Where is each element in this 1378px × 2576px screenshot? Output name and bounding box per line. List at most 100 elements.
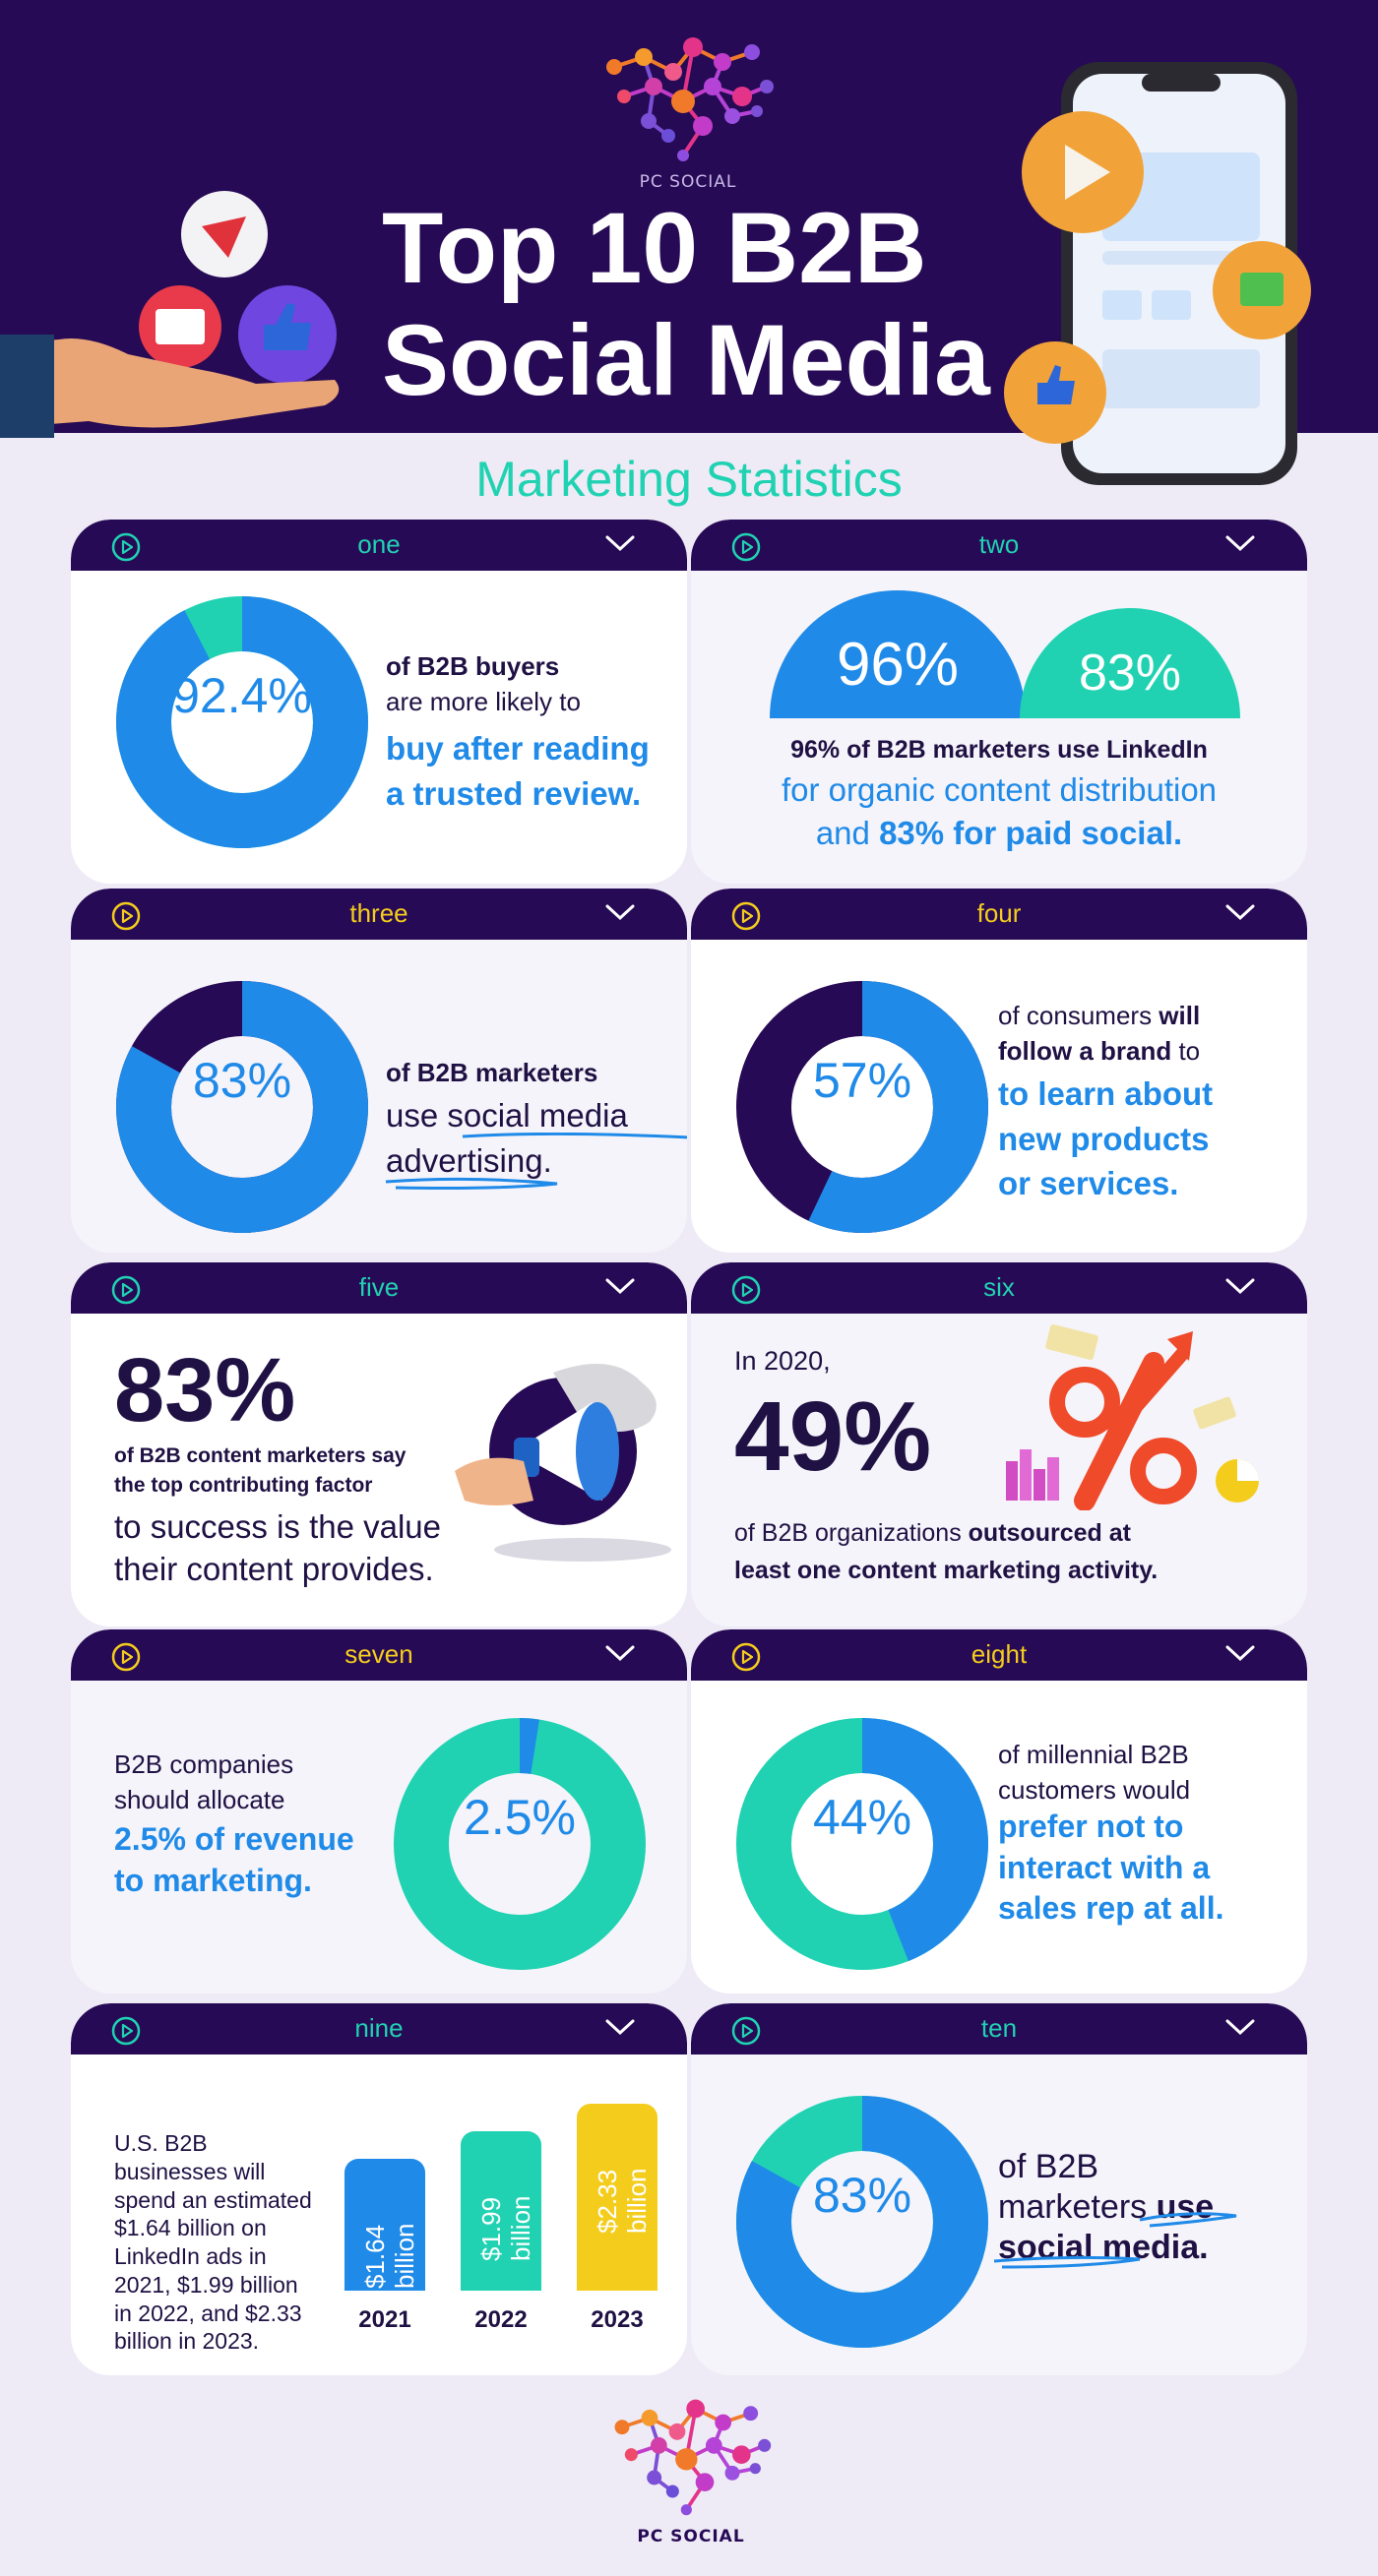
chevron-down-icon[interactable]: [604, 902, 636, 922]
bar-value-label: $2.33 billion: [593, 2168, 652, 2235]
card-label: eight: [971, 1639, 1028, 1669]
donut-value-label: 57%: [812, 1053, 912, 1108]
stat-card-four: four 57% of consumers will follow a bran…: [691, 889, 1307, 1253]
bar-category-label: 2022: [474, 2306, 528, 2333]
semicircle-value-a: 96%: [836, 631, 960, 699]
stat-text-line: for organic content distribution: [781, 771, 1218, 808]
stat-text-line: marketers use: [998, 2187, 1214, 2228]
stat-text-line: 96% of B2B marketers use LinkedIn: [790, 736, 1208, 764]
stat-text-line: their content provides.: [114, 1550, 434, 1587]
footer-brand-logo: [602, 2381, 780, 2519]
donut-chart: [736, 981, 988, 1233]
donut-slice-main: [736, 981, 988, 1233]
stat-text-line: of B2B: [998, 2148, 1099, 2185]
stat-text-line: businesses will: [114, 2158, 266, 2184]
card-label: two: [978, 529, 1020, 559]
chevron-down-icon[interactable]: [1224, 533, 1256, 553]
card-label: nine: [354, 2013, 404, 2043]
stat-text-line: should allocate: [114, 1784, 285, 1814]
stat-text-part: to: [1171, 1036, 1201, 1066]
donut-chart: [736, 2096, 988, 2348]
stat-text-line: of B2B content marketers say: [114, 1444, 407, 1467]
stat-text-line: of B2B buyers: [386, 651, 560, 681]
bar-value-label: $1.64 billion: [360, 2223, 419, 2290]
donut-chart: [116, 596, 368, 848]
stat-highlight-line: to marketing.: [114, 1863, 312, 1899]
title-line-2: Social Media: [382, 304, 990, 416]
brand-name: PC SOCIAL: [639, 172, 737, 192]
chevron-down-icon[interactable]: [604, 1643, 636, 1663]
stat-text-line: are more likely to: [386, 686, 581, 716]
stat-text-line: and 83% for paid social.: [691, 811, 1307, 856]
stat-text-line: to success is the value: [114, 1508, 441, 1545]
card-label: seven: [344, 1639, 413, 1669]
stat-highlight-part: will: [1159, 1001, 1201, 1030]
card-header[interactable]: four: [691, 889, 1307, 940]
hand-illustration: [0, 187, 354, 462]
stat-text-line: customers would: [998, 1774, 1191, 1805]
stat-highlight-part: follow a brand: [998, 1036, 1172, 1066]
stat-card-three: three 83% of B2B marketers use social me…: [71, 889, 687, 1253]
stat-text-line: billion in 2023.: [114, 2328, 260, 2355]
stat-card-six: six In 2020, 49% of B2B organizations ou…: [691, 1262, 1307, 1626]
chevron-down-icon[interactable]: [1224, 1276, 1256, 1296]
bar-category-label: 2021: [358, 2306, 411, 2333]
stat-highlight-line: or services.: [998, 1165, 1179, 1202]
chevron-down-icon[interactable]: [604, 2017, 636, 2037]
stat-text-line: 2021, $1.99 billion: [114, 2271, 298, 2298]
stat-text-line: In 2020,: [734, 1346, 831, 1376]
hand-icon: [0, 191, 340, 438]
stat-highlight-line: to learn about: [998, 1075, 1214, 1112]
semicircle-96: [770, 590, 1026, 718]
card-header[interactable]: six: [691, 1262, 1307, 1314]
stat-card-eight: eight 44% of millennial B2B customers wo…: [691, 1629, 1307, 1993]
underline-decoration: [385, 1133, 687, 1190]
title-line-1: Top 10 B2B: [382, 192, 927, 304]
card-label: five: [358, 1272, 400, 1302]
underline-decoration: [993, 2212, 1237, 2269]
stat-highlight-line: buy after reading: [386, 730, 650, 767]
stat-text-line: advertising.: [386, 1142, 552, 1179]
card-header[interactable]: ten: [691, 2003, 1307, 2055]
percent-growth-icon: [1006, 1323, 1259, 1510]
stat-text-line: of B2B marketers: [386, 1058, 598, 1087]
card-header[interactable]: eight: [691, 1629, 1307, 1681]
megaphone-icon: [455, 1364, 671, 1562]
stat-highlight-line: new products: [998, 1120, 1210, 1157]
stat-text-part: and: [815, 815, 880, 851]
brand-logo: [595, 18, 782, 165]
chevron-down-icon[interactable]: [1224, 2017, 1256, 2037]
chevron-down-icon[interactable]: [1224, 1643, 1256, 1663]
stat-text-line: the top contributing factor: [114, 1474, 373, 1498]
stat-text-part: use: [386, 1097, 448, 1134]
bar-category-label: 2023: [591, 2306, 644, 2333]
stat-card-seven: seven B2B companies should allocate 2.5%…: [71, 1629, 687, 1993]
card-header[interactable]: one: [71, 520, 687, 571]
donut-chart: [116, 981, 368, 1233]
donut-value-label: 44%: [812, 1790, 912, 1845]
donut-slice-main: [116, 981, 368, 1233]
stat-text-part: marketers: [998, 2187, 1157, 2226]
brain-logo-icon: [614, 2399, 772, 2516]
semicircle-83: [1020, 608, 1240, 718]
donut-slice-main: [736, 1718, 988, 1970]
stat-text-line: of consumers will: [998, 999, 1200, 1034]
stat-highlight-part: 83% for paid social.: [879, 815, 1183, 851]
chevron-down-icon[interactable]: [604, 1276, 636, 1296]
card-header[interactable]: three: [71, 889, 687, 940]
footer-brand-name: PC SOCIAL: [637, 2527, 745, 2546]
bar-2023: [577, 2104, 658, 2291]
chevron-down-icon[interactable]: [604, 533, 636, 553]
donut-value-label: 92.4%: [172, 668, 312, 723]
donut-chart: [736, 1718, 988, 1970]
page-subtitle: Marketing Statistics: [475, 452, 903, 507]
card-header[interactable]: five: [71, 1262, 687, 1314]
donut-value-label: 2.5%: [464, 1790, 576, 1845]
stat-highlight-line: 2.5% of revenue: [114, 1821, 354, 1857]
donut-chart: [394, 1718, 646, 1970]
card-header[interactable]: nine: [71, 2003, 687, 2055]
card-header[interactable]: seven: [71, 1629, 687, 1681]
chevron-down-icon[interactable]: [1224, 902, 1256, 922]
stat-text-line: of millennial B2B: [998, 1740, 1189, 1769]
card-header[interactable]: two: [691, 520, 1307, 571]
